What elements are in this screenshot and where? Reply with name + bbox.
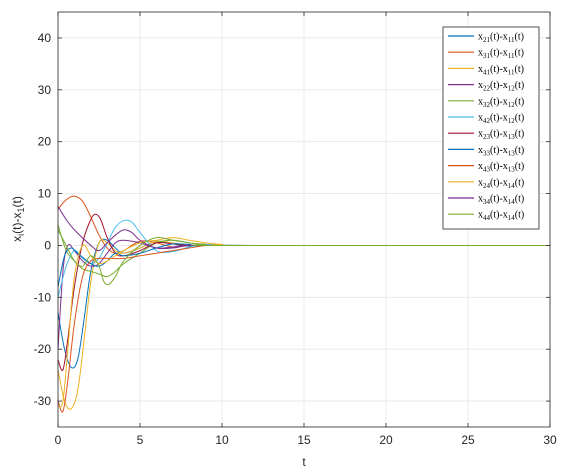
x-tick-label: 20 (379, 433, 393, 447)
series-line-34-14 (57, 206, 550, 252)
y-tick-label: -10 (34, 290, 52, 304)
legend-entry: x41(t)-x11(t) (478, 64, 524, 77)
legend-entry: x21(t)-x11(t) (478, 32, 524, 45)
legend-entry: x33(t)-x13(t) (478, 145, 524, 158)
x-tick-label: 5 (137, 433, 144, 447)
x-tick-label: 0 (55, 433, 62, 447)
x-tick-label: 15 (297, 433, 311, 447)
series-line-24-14 (57, 237, 551, 408)
series-lines (57, 195, 551, 413)
y-axis-title: xi(t)-x1(t) (10, 196, 26, 242)
y-tick-label: -20 (34, 342, 52, 356)
legend-entry: x23(t)-x13(t) (478, 129, 524, 142)
series-line-44-14 (57, 229, 551, 286)
legend-entry: x32(t)-x12(t) (478, 96, 524, 109)
y-tick-label: 10 (38, 187, 52, 201)
y-tick-label: -30 (34, 394, 52, 408)
legend-entry: x22(t)-x12(t) (478, 80, 524, 93)
legend-entry: x34(t)-x14(t) (478, 194, 524, 207)
legend-entry: x43(t)-x13(t) (478, 161, 524, 174)
y-tick-label: 30 (38, 83, 52, 97)
legend-entry: x24(t)-x14(t) (478, 177, 524, 190)
x-axis-title: t (302, 455, 306, 469)
legend-entry: x42(t)-x12(t) (478, 113, 524, 126)
y-tick-label: 0 (44, 238, 51, 252)
legend-entry: x44(t)-x14(t) (478, 210, 524, 223)
axis-ticks: 0 5 10 15 20 25 30 -30 -20 -10 0 10 20 30 40 (34, 12, 557, 447)
legend: x21(t)-x11(t) x31(t)-x11(t) x41(t)-x11(t) x… (442, 26, 540, 230)
legend-box (442, 26, 540, 230)
x-tick-label: 30 (543, 433, 557, 447)
x-tick-label: 25 (461, 433, 475, 447)
y-tick-label: 20 (38, 135, 52, 149)
y-tick-label: 40 (38, 31, 52, 45)
x-tick-label: 10 (215, 433, 229, 447)
legend-entry: x31(t)-x11(t) (478, 48, 524, 61)
